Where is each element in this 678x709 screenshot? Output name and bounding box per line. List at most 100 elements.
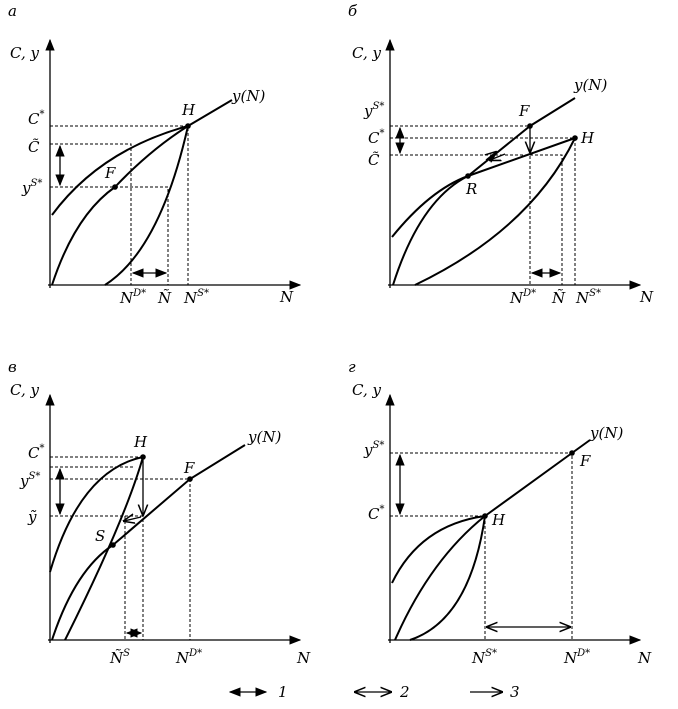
axis-label-x: N [279, 288, 294, 306]
x-axis-label-sup: D* [132, 288, 146, 299]
y-axis-label: yS* [19, 471, 40, 490]
axis-label-x: N [639, 288, 654, 306]
curve [51, 444, 246, 641]
y-axis-label-base: C̃ [28, 138, 40, 156]
point-label: H [491, 511, 506, 529]
point [140, 454, 146, 460]
y-axis-label-base: y [21, 179, 31, 197]
x-axis-label-base: N [563, 649, 578, 667]
x-axis-label-base: Ñ [157, 289, 172, 307]
x-axis-label: Ñ [551, 289, 566, 307]
point-label: H [580, 129, 595, 147]
curve [394, 515, 486, 641]
curve-label: y(N) [589, 424, 623, 442]
x-axis-label: NS* [183, 288, 209, 307]
panel-b [385, 38, 642, 290]
panel-letter: г [348, 358, 356, 376]
point-label: H [181, 101, 196, 119]
arrow [124, 517, 142, 521]
x-axis-label: NS* [471, 648, 497, 667]
x-axis-label: ÑS [109, 648, 130, 667]
axis-label-y: C, y [10, 44, 39, 62]
axis-label-y: C, y [352, 381, 381, 399]
x-axis-label: ND* [175, 648, 202, 667]
guide-line [390, 125, 576, 285]
x-axis-label-base: N [509, 289, 524, 307]
point [110, 542, 116, 548]
x-axis-label-sup: D* [576, 648, 590, 659]
x-axis-label-sup: S* [589, 288, 601, 299]
x-axis-label-base: N [119, 289, 134, 307]
point [482, 513, 488, 519]
curve-label: y(N) [231, 87, 265, 105]
guide-line [50, 125, 189, 285]
x-axis-label: NS* [575, 288, 601, 307]
y-axis-label-sup: S* [372, 101, 384, 112]
x-axis-label-sup: S [123, 648, 130, 659]
point-label: F [104, 164, 116, 182]
y-axis-label: C* [28, 443, 44, 462]
x-axis-label-base: Ñ [109, 649, 124, 667]
y-axis-label-sup: * [39, 109, 44, 120]
y-axis-label-sup: * [379, 504, 384, 515]
point-label: F [518, 102, 530, 120]
x-axis-label: ND* [509, 288, 536, 307]
x-axis-label-base: N [183, 289, 198, 307]
y-axis-label-base: C̃ [368, 151, 380, 169]
curve [391, 515, 486, 584]
point-label: R [465, 180, 477, 198]
panel-v [45, 393, 302, 645]
x-axis-label-sup: S* [197, 288, 209, 299]
y-axis-label: C* [28, 109, 44, 128]
y-axis-label-sup: S* [28, 471, 40, 482]
y-axis-label-base: y [363, 441, 373, 459]
point [185, 123, 191, 129]
curve [391, 137, 576, 238]
point-label: S [95, 527, 105, 545]
x-axis-label-sup: D* [522, 288, 536, 299]
panel-g [385, 393, 642, 645]
legend-label: 3 [510, 683, 520, 701]
axis-label-x: N [296, 649, 311, 667]
point [112, 184, 118, 190]
y-axis-label-base: ỹ [27, 508, 37, 526]
y-axis-label-base: C [28, 444, 40, 462]
legend-label: 1 [278, 683, 288, 701]
y-axis-label: yS* [363, 101, 384, 120]
y-axis-label-base: y [19, 472, 29, 490]
y-axis-label-sup: S* [372, 440, 384, 451]
point [572, 135, 578, 141]
x-axis-label-base: N [575, 289, 590, 307]
y-axis-label: yS* [363, 440, 384, 459]
guide-line [50, 456, 191, 640]
y-axis-label: C* [368, 128, 384, 147]
curve [64, 456, 144, 641]
curve [414, 137, 576, 286]
y-axis-label: C̃ [28, 138, 40, 156]
x-axis-label-sup: D* [188, 648, 202, 659]
y-axis-label-sup: S* [30, 178, 42, 189]
y-axis-label: C̃ [368, 151, 380, 169]
curve-label: y(N) [247, 428, 281, 446]
curve-label: y(N) [573, 76, 607, 94]
y-axis-label: yS* [21, 178, 42, 197]
y-axis-label-sup: * [379, 128, 384, 139]
panel-letter: а [8, 2, 17, 20]
x-axis-label-base: Ñ [551, 289, 566, 307]
x-axis-label: ND* [119, 288, 146, 307]
x-axis-label-sup: S* [485, 648, 497, 659]
x-axis-label: ND* [563, 648, 590, 667]
panel-a [45, 38, 302, 290]
y-axis-label-base: C [28, 110, 40, 128]
curve [49, 456, 144, 573]
axis-label-y: C, y [10, 381, 39, 399]
legend-label: 2 [399, 683, 410, 701]
y-axis-label-base: C [368, 129, 380, 147]
x-axis-label-base: N [175, 649, 190, 667]
arrow [486, 152, 496, 160]
point-label: F [183, 459, 195, 477]
panel-letter: в [8, 358, 17, 376]
panel-letter: б [348, 2, 358, 20]
y-axis-label-sup: * [39, 443, 44, 454]
axis-label-x: N [637, 649, 652, 667]
